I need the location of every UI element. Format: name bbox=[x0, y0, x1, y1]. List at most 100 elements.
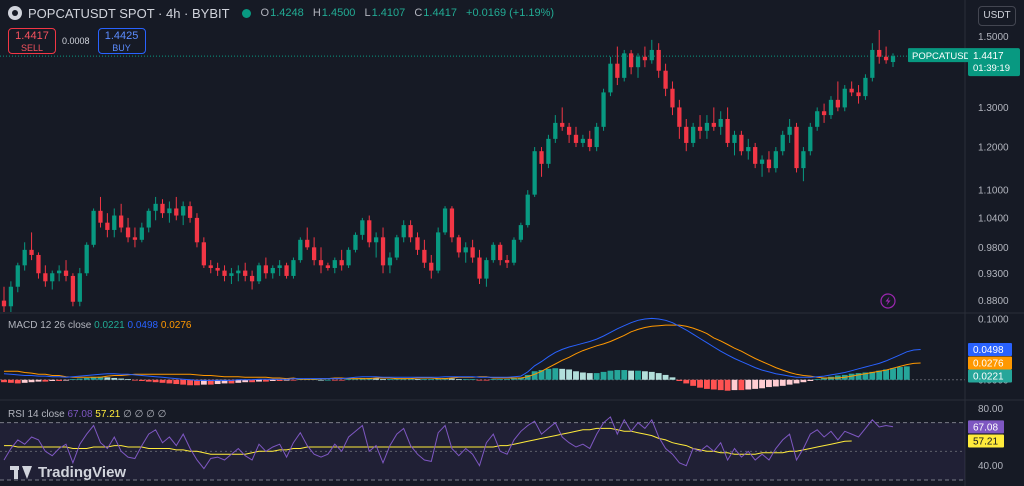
candle-body bbox=[856, 92, 861, 97]
sell-button[interactable]: 1.4417 SELL bbox=[8, 28, 56, 54]
order-panel: 1.4417 SELL 0.0008 1.4425 BUY bbox=[8, 28, 146, 54]
macd-histogram-bar bbox=[118, 378, 125, 380]
buy-button[interactable]: 1.4425 BUY bbox=[97, 28, 146, 54]
candle-body bbox=[484, 260, 489, 279]
candle-body bbox=[22, 249, 27, 266]
macd-line-value: 0.0498 bbox=[127, 320, 159, 331]
macd-histogram-bar bbox=[621, 370, 628, 380]
macd-histogram-bar bbox=[793, 379, 800, 384]
candle-body bbox=[139, 227, 144, 240]
candle-body bbox=[670, 88, 675, 108]
macd-histogram-bar bbox=[407, 378, 414, 380]
macd-histogram-bar bbox=[779, 379, 786, 386]
macd-histogram-bar bbox=[14, 379, 21, 384]
candle-body bbox=[98, 210, 103, 223]
candle-body bbox=[70, 275, 76, 302]
candle-body bbox=[401, 225, 406, 238]
rsi-ma-tag bbox=[968, 434, 1004, 448]
candle-body bbox=[601, 92, 606, 127]
candle-body bbox=[119, 215, 124, 228]
rsi-series bbox=[3, 416, 894, 470]
chart-header: POPCATUSDT SPOT · 4h · BYBIT O1.4248 H1.… bbox=[0, 0, 965, 26]
candle-body bbox=[635, 56, 641, 68]
candle-body bbox=[649, 49, 654, 61]
candle-body bbox=[194, 217, 200, 243]
price-tick-label: 0.9800 bbox=[978, 243, 1009, 254]
candle-body bbox=[463, 247, 468, 253]
macd-histogram-bar bbox=[890, 368, 896, 380]
candle-body bbox=[132, 237, 138, 240]
macd-histogram-bar bbox=[531, 371, 538, 380]
macd-histogram-bar bbox=[745, 379, 752, 390]
candle-body bbox=[146, 210, 151, 228]
candle-body bbox=[587, 138, 592, 148]
macd-histogram-bar bbox=[221, 379, 228, 384]
candle-body bbox=[339, 260, 344, 266]
macd-histogram-bar bbox=[21, 379, 28, 383]
candle-body bbox=[766, 159, 772, 169]
candle-body bbox=[835, 99, 841, 108]
price-tick-label: 1.0400 bbox=[978, 213, 1009, 224]
macd-legend[interactable]: MACD 12 26 close 0.0221 0.0498 0.0276 bbox=[8, 320, 192, 331]
candle-body bbox=[842, 88, 847, 108]
symbol-title[interactable]: POPCATUSDT SPOT · 4h · BYBIT bbox=[28, 5, 230, 21]
candle-body bbox=[677, 107, 682, 127]
macd-histogram-bar bbox=[1, 379, 7, 383]
candle-body bbox=[890, 56, 896, 63]
macd-histogram-bar bbox=[380, 379, 386, 380]
macd-line bbox=[3, 317, 921, 381]
macd-histogram-bar bbox=[697, 379, 703, 388]
macd-histogram-bar bbox=[717, 379, 724, 391]
macd-histogram-bar bbox=[559, 368, 566, 380]
macd-signal-tag bbox=[968, 356, 1012, 370]
macd-histogram-bar bbox=[276, 379, 283, 381]
macd-histogram-bar bbox=[262, 379, 269, 382]
tradingview-logo[interactable]: TradingView bbox=[10, 464, 126, 481]
macd-histogram-bar bbox=[180, 379, 187, 385]
candle-body bbox=[311, 247, 317, 261]
candle-body bbox=[91, 210, 96, 245]
macd-histogram-bar bbox=[393, 378, 400, 380]
macd-histogram-bar bbox=[145, 379, 152, 382]
candle-body bbox=[84, 244, 89, 274]
macd-histogram-bar bbox=[855, 373, 862, 380]
candle-body bbox=[511, 239, 517, 263]
candle-body bbox=[374, 237, 379, 243]
macd-series bbox=[1, 317, 921, 391]
macd-histogram-bar bbox=[676, 379, 683, 381]
macd-histogram-bar bbox=[635, 370, 641, 380]
candle-body bbox=[615, 63, 620, 78]
candle-body bbox=[642, 56, 648, 61]
candle-body bbox=[622, 53, 627, 78]
macd-histogram-bar bbox=[628, 370, 635, 380]
high-label: H bbox=[312, 7, 321, 19]
macd-histogram-bar bbox=[552, 368, 559, 380]
market-open-status-icon bbox=[241, 8, 251, 18]
candle-body bbox=[449, 208, 455, 238]
macd-histogram-bar bbox=[111, 377, 118, 380]
sell-label: SELL bbox=[20, 43, 44, 53]
macd-histogram-bar bbox=[752, 379, 759, 389]
macd-line-tag-value: 0.0498 bbox=[973, 345, 1004, 356]
candle-body bbox=[318, 260, 324, 266]
candle-body bbox=[353, 234, 358, 250]
candle-body bbox=[263, 265, 269, 274]
candle-body bbox=[808, 126, 813, 152]
candle-body bbox=[849, 88, 854, 93]
macd-histogram-bar bbox=[324, 379, 331, 381]
low-value: 1.4107 bbox=[371, 7, 406, 19]
candle-body bbox=[704, 122, 710, 131]
macd-histogram-tag bbox=[968, 369, 1012, 383]
macd-histogram-bar bbox=[800, 379, 807, 383]
macd-histogram-bar bbox=[104, 377, 111, 380]
macd-histogram-bar bbox=[421, 379, 428, 380]
candle-body bbox=[491, 244, 496, 261]
candle-body bbox=[43, 273, 48, 282]
current-price-tag bbox=[968, 48, 1020, 77]
macd-tick-label: 0.1000 bbox=[978, 315, 1009, 326]
currency-selector[interactable]: USDT bbox=[978, 6, 1016, 26]
candle-body bbox=[877, 49, 882, 57]
rsi-legend[interactable]: RSI 14 close 67.08 57.21 ∅ ∅ ∅ ∅ bbox=[8, 409, 166, 420]
